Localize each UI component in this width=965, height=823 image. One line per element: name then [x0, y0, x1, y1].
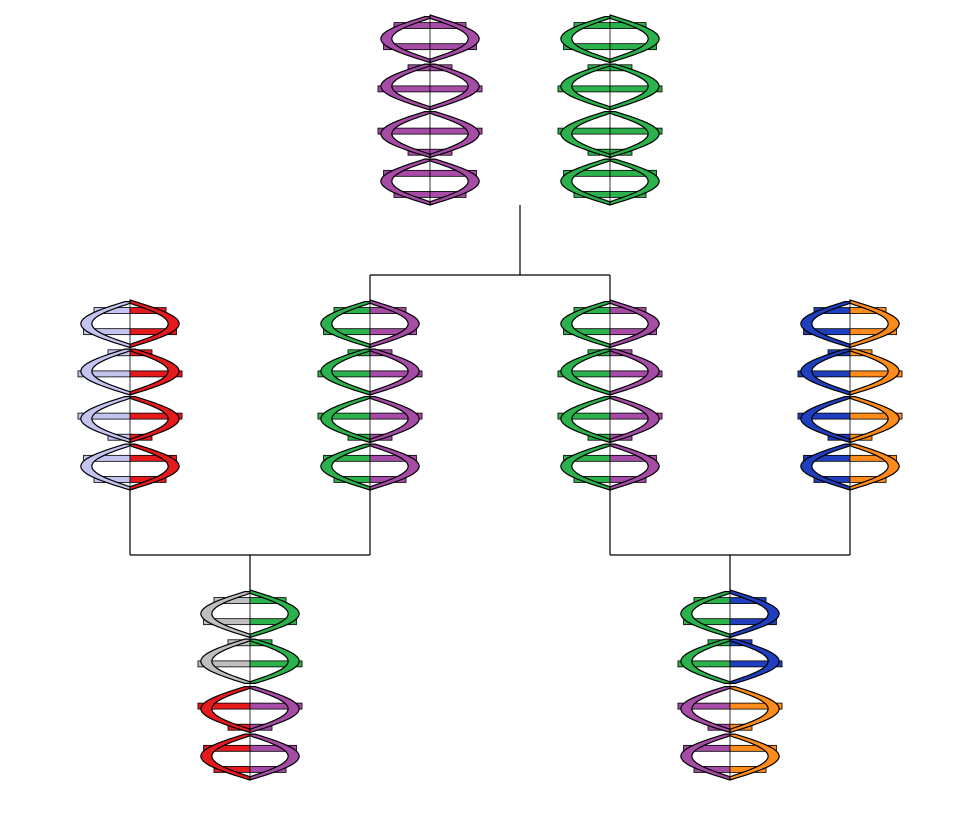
- inheritance-diagram: [0, 0, 965, 823]
